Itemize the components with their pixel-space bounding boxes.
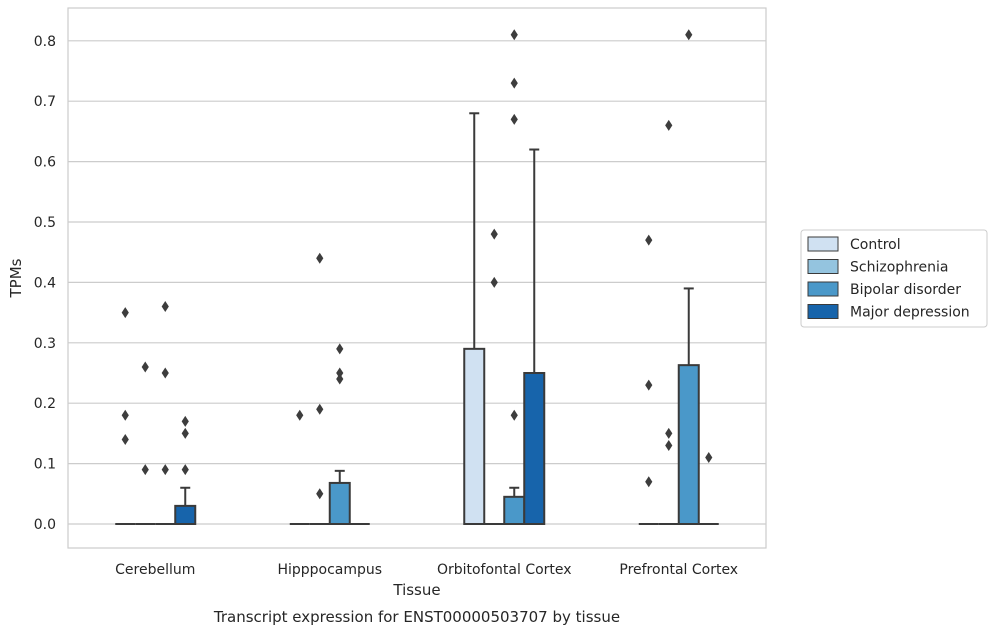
outlier-point <box>490 228 498 240</box>
x-tick-label: Hipppocampus <box>277 562 382 578</box>
outlier-point <box>121 433 129 445</box>
plot-background <box>68 8 766 548</box>
box-bipolar-disorder <box>677 29 700 526</box>
legend-label: Control <box>850 237 901 253</box>
outlier-point <box>181 427 189 439</box>
box-control <box>463 112 486 525</box>
x-axis-label: Tissue <box>392 581 440 599</box>
x-tick-label: Prefrontal Cortex <box>619 562 738 578</box>
outlier-point <box>316 252 324 264</box>
y-tick-label: 0.5 <box>34 215 56 231</box>
legend-label: Bipolar disorder <box>850 282 961 298</box>
outlier-point <box>121 307 129 319</box>
outlier-point <box>181 464 189 476</box>
box-series <box>115 29 719 526</box>
plot-frame <box>67 7 767 549</box>
box-bipolar-disorder <box>328 343 351 526</box>
y-tick-label: 0.3 <box>34 336 56 352</box>
outlier-point <box>510 29 518 41</box>
y-tick-label: 0.0 <box>34 517 56 533</box>
outlier-point <box>316 403 324 415</box>
outlier-point <box>336 367 344 379</box>
box-schizophrenia <box>309 252 330 525</box>
box-control <box>115 307 136 525</box>
box-body <box>328 481 351 526</box>
outlier-point <box>161 301 169 313</box>
y-tick-label: 0.4 <box>34 275 56 291</box>
y-tick-label: 0.6 <box>34 155 56 171</box>
x-tick-label: Cerebellum <box>115 562 195 578</box>
grid-lines <box>68 40 766 525</box>
y-tick-label: 0.8 <box>34 34 56 50</box>
outlier-point <box>510 113 518 125</box>
legend-swatch <box>807 236 839 252</box>
box-schizophrenia <box>135 361 156 525</box>
outlier-point <box>645 379 653 391</box>
legend-label: Major depression <box>850 305 970 321</box>
outlier-point <box>645 476 653 488</box>
box-bipolar-disorder <box>155 301 176 525</box>
legend-label: Schizophrenia <box>850 260 948 276</box>
box-body <box>174 504 197 526</box>
outlier-point <box>336 343 344 355</box>
box-major-depression <box>174 415 197 526</box>
box-bipolar-disorder <box>503 29 526 526</box>
box-body <box>523 372 546 525</box>
box-control <box>638 234 659 525</box>
outlier-point <box>665 427 673 439</box>
outlier-point <box>121 409 129 421</box>
outlier-point <box>685 29 693 41</box>
y-axis-label: TPMs <box>7 258 25 298</box>
outlier-point <box>510 409 518 421</box>
box-body <box>463 347 486 525</box>
box-schizophrenia <box>484 228 505 525</box>
box-schizophrenia <box>658 119 679 525</box>
outlier-point <box>705 452 713 464</box>
outlier-point <box>665 119 673 131</box>
box-control <box>289 409 310 525</box>
y-tick-label: 0.1 <box>34 457 56 473</box>
y-tick-labels: 0.0 0.1 0.2 0.3 0.4 0.5 0.6 0.7 0.8 <box>34 34 56 533</box>
outlier-point <box>181 415 189 427</box>
legend: Control Schizophrenia Bipolar disorder Majo… <box>800 229 988 328</box>
outlier-point <box>141 464 149 476</box>
legend-swatch <box>807 304 839 319</box>
outlier-point <box>316 488 324 500</box>
legend-swatch <box>807 259 839 274</box>
outlier-point <box>645 234 653 246</box>
chart-caption: Transcript expression for ENST0000050370… <box>213 608 620 626</box>
box-major-depression <box>698 452 719 525</box>
legend-frame <box>800 229 988 328</box>
y-tick-label: 0.7 <box>34 94 56 110</box>
outlier-point <box>141 361 149 373</box>
outlier-point <box>336 373 344 385</box>
box-body <box>503 495 526 526</box>
outlier-point <box>510 77 518 89</box>
outlier-point <box>296 409 304 421</box>
outlier-point <box>490 276 498 288</box>
y-tick-label: 0.2 <box>34 396 56 412</box>
box-major-depression <box>523 148 546 525</box>
x-tick-label: Orbitofontal Cortex <box>437 562 572 578</box>
x-tick-labels: Cerebellum Hipppocampus Orbitofontal Corte… <box>115 562 738 578</box>
outlier-point <box>665 439 673 451</box>
outlier-point <box>161 464 169 476</box>
outlier-point <box>161 367 169 379</box>
box-body <box>677 364 700 526</box>
legend-swatch <box>807 281 839 297</box>
